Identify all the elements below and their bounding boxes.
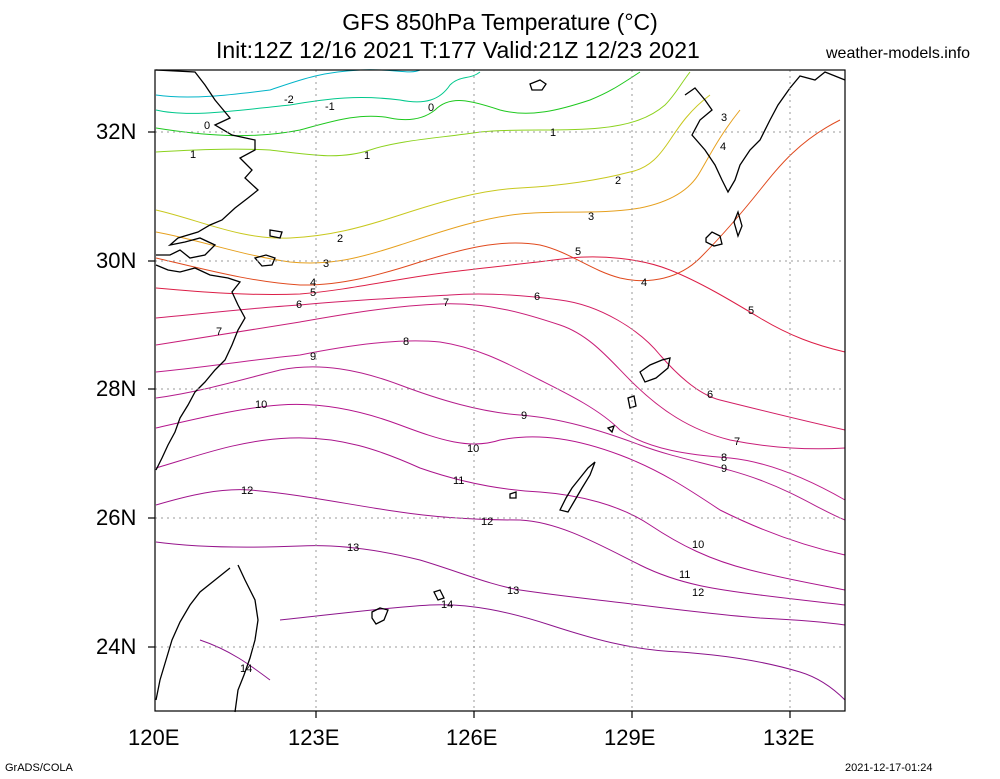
contour-label: 3 <box>721 112 727 124</box>
contour-label: 7 <box>734 436 740 448</box>
coastline-island-kume <box>509 491 517 499</box>
contour-line-11 <box>155 437 846 591</box>
coastline-island-tanegashima <box>733 209 743 239</box>
contour-label: 12 <box>241 485 253 497</box>
contour-label: 6 <box>296 299 302 311</box>
coastline-island-jeju <box>529 79 547 91</box>
contour-label: 3 <box>323 258 329 270</box>
contour-line-3 <box>155 109 741 264</box>
contour-label: 5 <box>575 246 581 258</box>
contour-line-4 <box>155 119 841 286</box>
coastline-island-yakushima <box>705 231 723 247</box>
contour-label: 8 <box>721 452 727 464</box>
map-frame <box>154 69 846 712</box>
contour-label: 12 <box>692 587 704 599</box>
contour-label: 1 <box>364 150 370 162</box>
contour-label: 11 <box>453 475 464 487</box>
contour-line-10 <box>155 403 846 556</box>
grid-lines <box>155 70 845 711</box>
contour-line-m1 <box>155 71 481 114</box>
contour-label: 10 <box>467 443 479 455</box>
coastline-island-ishigaki <box>371 607 389 625</box>
contour-label: 0 <box>204 120 210 132</box>
contour-label: 10 <box>255 399 267 411</box>
contour-line-0 <box>155 71 641 137</box>
contour-label: 4 <box>641 277 647 289</box>
contour-label: 2 <box>615 175 621 187</box>
contour-line-1 <box>155 71 691 157</box>
contour-label: 11 <box>679 569 690 581</box>
lon-label-129e: 129E <box>604 725 656 750</box>
contour-labels: -2 -1 0 0 1 1 1 2 2 3 3 3 4 4 4 5 5 5 6 … <box>190 94 754 675</box>
contour-label: 2 <box>337 233 343 245</box>
map-subtitle: Init:12Z 12/16 2021 T:177 Valid:21Z 12/2… <box>216 37 700 63</box>
contour-label: 9 <box>310 351 316 363</box>
contour-label: 6 <box>534 291 540 303</box>
contour-line-7 <box>155 303 846 450</box>
contour-label: 9 <box>521 410 527 422</box>
coastline-taiwan <box>155 564 259 713</box>
axis-ticks <box>148 131 791 718</box>
coastline-island-tokunoshima <box>627 395 637 409</box>
lat-label-24n: 24N <box>96 634 137 659</box>
contour-label: 10 <box>692 539 704 551</box>
contour-line-6 <box>155 293 846 431</box>
source-label: weather-models.info <box>826 45 971 62</box>
contour-label: 5 <box>310 287 316 299</box>
contour-line-5 <box>155 256 846 353</box>
contour-label: -1 <box>325 101 335 113</box>
contour-line-13 <box>155 541 846 626</box>
contour-label: 12 <box>481 516 493 528</box>
coastlines <box>155 69 846 713</box>
coastline-island-zhoushan <box>253 229 283 267</box>
contour-line-12 <box>155 489 846 606</box>
contour-label: 5 <box>748 305 754 317</box>
coastline-island-okinoerabu <box>606 424 616 434</box>
lon-label-123e: 123E <box>288 725 340 750</box>
coastline-island-amami <box>639 357 671 383</box>
contour-label: 7 <box>443 297 449 309</box>
contour-label: 13 <box>507 585 519 597</box>
contour-label: 4 <box>720 141 726 153</box>
contour-line-14 <box>199 604 846 701</box>
contour-label: 8 <box>403 336 409 348</box>
coastline-kyushu <box>684 71 846 194</box>
contour-line-2 <box>155 94 711 239</box>
lon-label-126e: 126E <box>446 725 498 750</box>
contour-label: 4 <box>310 277 316 289</box>
contour-line-9 <box>155 366 846 521</box>
contour-lines <box>155 69 846 701</box>
lat-label-30n: 30N <box>96 248 137 273</box>
contour-line-8 <box>155 340 846 501</box>
contour-label: 9 <box>721 463 727 475</box>
contour-label: 6 <box>707 389 713 401</box>
contour-label: -2 <box>284 94 294 106</box>
contour-label: 14 <box>441 599 453 611</box>
coastline-island-okinawa <box>559 461 596 513</box>
lat-label-26n: 26N <box>96 505 137 530</box>
lat-label-28n: 28N <box>96 376 137 401</box>
coastline-china <box>155 69 259 471</box>
footer-software-label: GrADS/COLA <box>5 762 73 774</box>
contour-label: 3 <box>588 211 594 223</box>
contour-label: 7 <box>216 326 222 338</box>
contour-label: 1 <box>190 149 196 161</box>
lon-label-132e: 132E <box>763 725 815 750</box>
contour-label: 14 <box>240 663 252 675</box>
contour-label: 0 <box>428 102 434 114</box>
contour-label: 13 <box>347 542 359 554</box>
map-title: GFS 850hPa Temperature (°C) <box>342 9 658 35</box>
lat-label-32n: 32N <box>96 119 137 144</box>
contour-label: 1 <box>550 127 556 139</box>
footer-timestamp: 2021-12-17-01:24 <box>845 762 933 774</box>
coastline-island-miyako <box>433 589 445 601</box>
lon-label-120e: 120E <box>128 725 180 750</box>
